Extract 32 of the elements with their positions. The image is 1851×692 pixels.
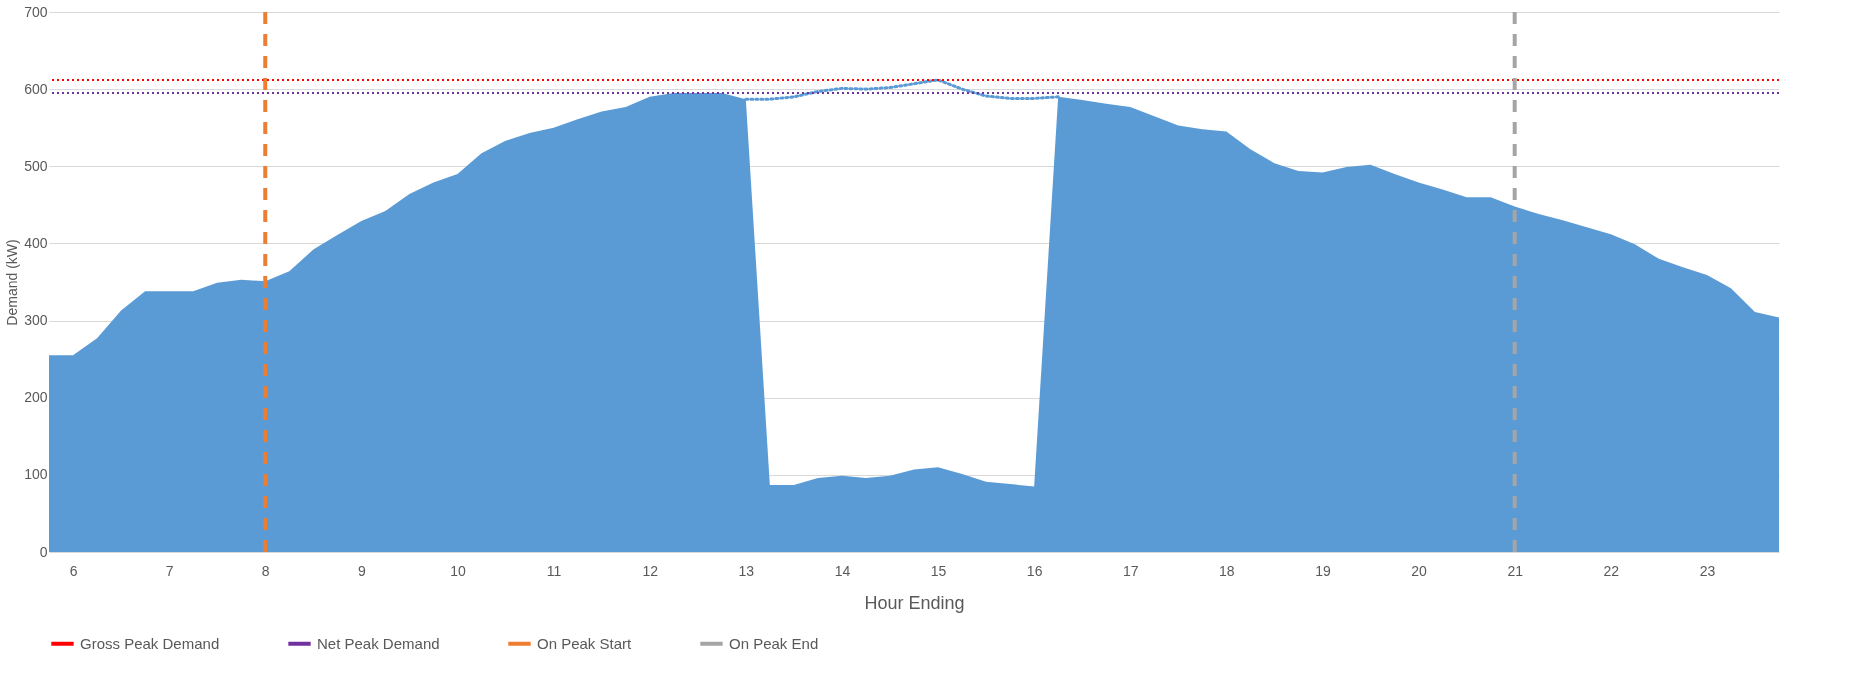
x-tick-label: 6 <box>69 562 78 579</box>
x-tick-label: 10 <box>450 562 466 579</box>
x-tick-label: 14 <box>834 562 851 579</box>
legend-label: On Peak End <box>729 634 819 652</box>
legend-label: Gross Peak Demand <box>80 634 220 652</box>
y-tick-label: 700 <box>24 3 48 20</box>
y-tick-label: 500 <box>24 157 48 174</box>
x-tick-label: 23 <box>1699 562 1716 579</box>
y-axis-title: Demand (kW) <box>4 239 21 326</box>
x-tick-label: 19 <box>1315 562 1331 579</box>
y-tick-label: 600 <box>24 80 48 97</box>
x-tick-label: 11 <box>546 562 562 579</box>
x-tick-label: 17 <box>1122 562 1139 579</box>
y-tick-label: 0 <box>39 543 48 560</box>
x-tick-label: 12 <box>642 562 659 579</box>
x-axis-title: Hour Ending <box>864 592 965 613</box>
x-tick-label: 7 <box>165 562 174 579</box>
x-tick-label: 8 <box>261 562 270 579</box>
legend-label: Net Peak Demand <box>317 634 440 652</box>
x-tick-label: 18 <box>1219 562 1235 579</box>
x-tick-label: 9 <box>357 562 366 579</box>
x-tick-label: 16 <box>1026 562 1043 579</box>
y-tick-label: 400 <box>24 234 48 251</box>
x-tick-label: 15 <box>930 562 947 579</box>
x-tick-label: 20 <box>1411 562 1428 579</box>
y-tick-label: 200 <box>24 389 48 406</box>
x-tick-label: 13 <box>738 562 755 579</box>
y-tick-label: 100 <box>24 466 48 483</box>
x-tick-label: 21 <box>1507 562 1524 579</box>
legend-label: On Peak Start <box>537 634 633 652</box>
x-tick-label: 22 <box>1603 562 1620 579</box>
y-tick-label: 300 <box>24 312 48 329</box>
